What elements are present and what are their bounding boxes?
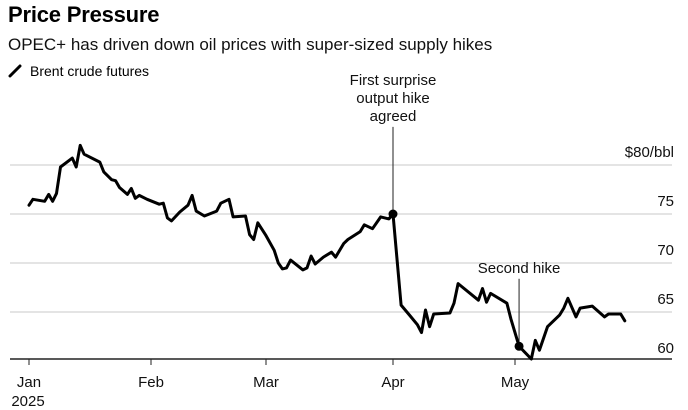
y-tick-label: $80/bbl	[625, 144, 674, 161]
x-tick-label: Mar	[253, 374, 279, 391]
y-tick-label: 75	[657, 193, 674, 210]
annotation-point	[514, 341, 524, 351]
legend-line-icon	[8, 64, 22, 78]
y-tick-label: 65	[657, 291, 674, 308]
series-line-brent	[27, 143, 627, 361]
annotation-label: agreed	[370, 108, 417, 125]
legend-label: Brent crude futures	[30, 63, 150, 79]
chart-subtitle: OPEC+ has driven down oil prices with su…	[8, 35, 493, 54]
y-tick-label: 60	[657, 340, 674, 357]
x-tick-label: Apr	[381, 374, 404, 391]
legend: Brent crude futures	[8, 63, 149, 79]
annotation-label: output hike	[356, 90, 429, 107]
y-tick-label: 70	[657, 242, 674, 259]
x-tick-label: Feb	[138, 374, 164, 391]
x-tick-label: Jan	[17, 374, 41, 391]
x-tick-label: May	[501, 374, 530, 391]
annotation-label: First surprise	[350, 72, 437, 89]
annotation-label: Second hike	[478, 260, 561, 277]
annotation-point	[388, 209, 398, 219]
x-tick-sublabel: 2025	[11, 393, 44, 410]
chart-title: Price Pressure	[8, 2, 160, 27]
